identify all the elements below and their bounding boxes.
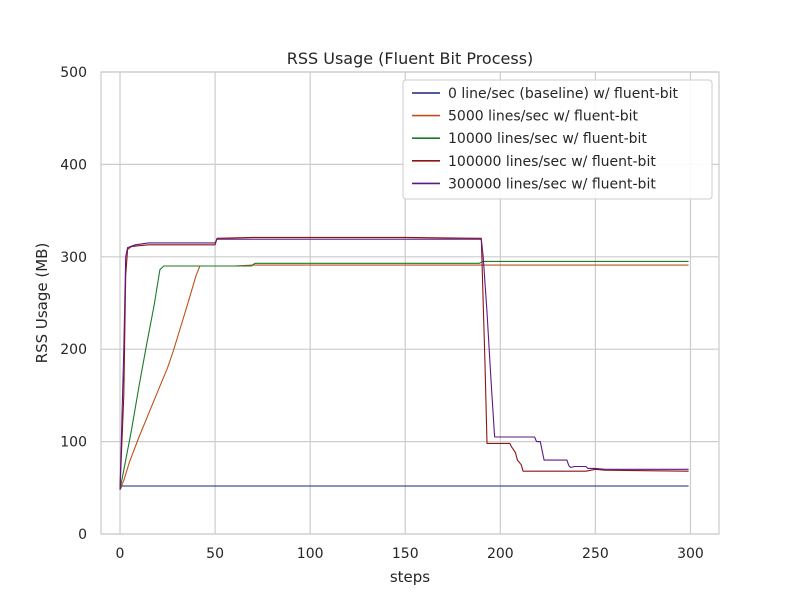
y-tick-label: 300 bbox=[60, 250, 87, 266]
x-tick-label: 100 bbox=[297, 546, 324, 562]
x-tick-label: 50 bbox=[206, 546, 224, 562]
x-tick-label: 300 bbox=[677, 546, 704, 562]
x-axis-ticks: 0 50 100 150 200 250 300 bbox=[116, 546, 704, 562]
x-tick-label: 150 bbox=[392, 546, 419, 562]
legend: 0 line/sec (baseline) w/ fluent-bit 5000 … bbox=[402, 79, 713, 200]
x-axis-label: steps bbox=[390, 568, 430, 586]
legend-label: 300000 lines/sec w/ fluent-bit bbox=[448, 176, 656, 192]
series-line-4 bbox=[119, 236, 689, 490]
y-axis-label: RSS Usage (MB) bbox=[33, 243, 51, 364]
y-tick-label: 400 bbox=[60, 157, 87, 173]
plot-frame bbox=[100, 71, 720, 535]
y-axis-ticks: 0 100 200 300 400 500 bbox=[60, 65, 87, 543]
legend-label: 5000 lines/sec w/ fluent-bit bbox=[448, 109, 639, 125]
y-tick-label: 0 bbox=[78, 527, 87, 543]
legend-label: 100000 lines/sec w/ fluent-bit bbox=[448, 154, 656, 170]
chart-title: RSS Usage (Fluent Bit Process) bbox=[287, 49, 534, 68]
series-line-2 bbox=[119, 264, 689, 490]
legend-box bbox=[402, 79, 713, 200]
series-line-5 bbox=[119, 238, 689, 490]
y-tick-label: 500 bbox=[60, 65, 87, 81]
y-tick-label: 100 bbox=[60, 435, 87, 451]
series-line-1 bbox=[119, 485, 689, 490]
x-tick-label: 0 bbox=[116, 546, 125, 562]
legend-label: 10000 lines/sec w/ fluent-bit bbox=[448, 131, 647, 147]
legend-label: 0 line/sec (baseline) w/ fluent-bit bbox=[448, 86, 679, 102]
y-tick-label: 200 bbox=[60, 342, 87, 358]
x-tick-label: 200 bbox=[487, 546, 514, 562]
series-lines bbox=[119, 236, 689, 490]
x-tick-label: 250 bbox=[582, 546, 609, 562]
